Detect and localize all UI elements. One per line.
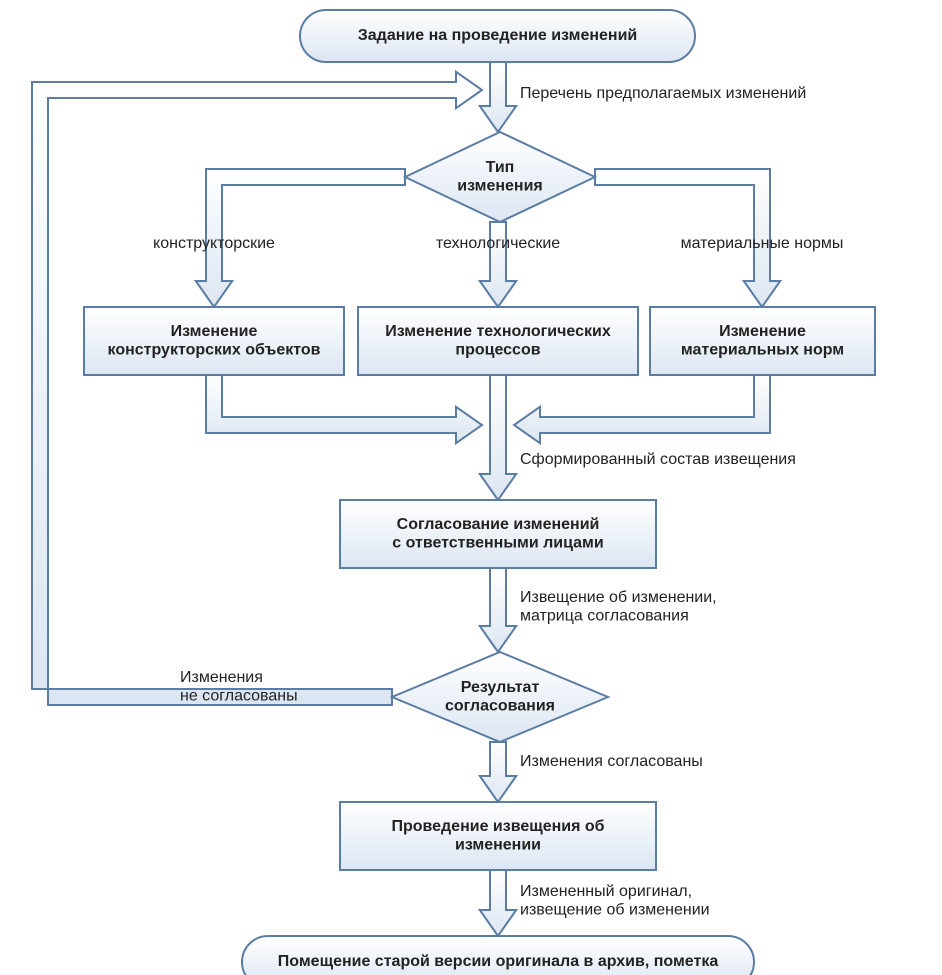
edge-e5-label: Сформированный состав извещения bbox=[520, 451, 796, 468]
edge-e2-label: технологические bbox=[436, 235, 560, 252]
node-chgCon: Изменениеконструкторских объектов bbox=[84, 307, 344, 375]
edge-e6 bbox=[206, 375, 482, 443]
node-chgMat: Изменениематериальных норм bbox=[650, 307, 875, 375]
node-chgTech-text: процессов bbox=[455, 341, 540, 358]
node-conduct-text: изменении bbox=[455, 836, 541, 853]
edge-e7 bbox=[514, 375, 770, 443]
edge-e3-label: конструкторские bbox=[153, 235, 275, 252]
node-end: Помещение старой версии оригинала в архи… bbox=[242, 936, 754, 975]
edge-e9: Изменения согласованы bbox=[480, 742, 703, 802]
edge-e3: конструкторские bbox=[153, 169, 405, 307]
edge-e10-label: не согласованы bbox=[180, 688, 298, 705]
node-end-text: Помещение старой версии оригинала в архи… bbox=[278, 953, 719, 970]
edge-e8-label: Извещение об изменении, bbox=[520, 589, 717, 606]
edge-e1: Перечень предполагаемых изменений bbox=[480, 62, 806, 132]
edge-e8: Извещение об изменении, матрица согласова… bbox=[480, 568, 717, 652]
node-decType: Типизменения bbox=[405, 132, 595, 222]
node-start: Задание на проведение изменений bbox=[300, 10, 695, 62]
node-decType-text: изменения bbox=[457, 177, 543, 194]
edge-e11-label: Измененный оригинал, bbox=[520, 883, 692, 900]
node-chgCon-text: конструкторских объектов bbox=[108, 341, 321, 358]
node-chgTech-text: Изменение технологических bbox=[385, 323, 611, 340]
edge-e11: Измененный оригинал, извещение об изменен… bbox=[480, 870, 710, 936]
edge-e4-label: материальные нормы bbox=[681, 235, 844, 252]
node-chgTech: Изменение технологическихпроцессов bbox=[358, 307, 638, 375]
edge-e9-label: Изменения согласованы bbox=[520, 753, 703, 770]
flowchart-canvas: Перечень предполагаемых изменений техноло… bbox=[0, 0, 942, 975]
node-conduct: Проведение извещения обизменении bbox=[340, 802, 656, 870]
node-decType-text: Тип bbox=[486, 159, 515, 176]
edge-e10: Изменения не согласованы bbox=[32, 72, 482, 705]
edge-e10-label: Изменения bbox=[180, 669, 263, 686]
node-chgCon-text: Изменение bbox=[171, 323, 258, 340]
edge-e1-label: Перечень предполагаемых изменений bbox=[520, 85, 806, 102]
node-chgMat-text: материальных норм bbox=[681, 341, 844, 358]
edge-e8-label: матрица согласования bbox=[520, 608, 689, 625]
node-approve: Согласование измененийс ответственными л… bbox=[340, 500, 656, 568]
edge-e11-label: извещение об изменении bbox=[520, 902, 710, 919]
node-start-text: Задание на проведение изменений bbox=[358, 27, 637, 44]
node-decRes-text: Результат bbox=[461, 679, 540, 696]
edge-e4: материальные нормы bbox=[595, 169, 843, 307]
node-decRes: Результатсогласования bbox=[392, 652, 608, 742]
node-chgMat-text: Изменение bbox=[719, 323, 806, 340]
edge-e2: технологические bbox=[436, 222, 560, 307]
node-conduct-text: Проведение извещения об bbox=[391, 818, 604, 835]
edge-e5: Сформированный состав извещения bbox=[480, 375, 796, 500]
node-approve-text: с ответственными лицами bbox=[392, 534, 603, 551]
node-approve-text: Согласование изменений bbox=[397, 516, 600, 533]
node-decRes-text: согласования bbox=[445, 697, 555, 714]
